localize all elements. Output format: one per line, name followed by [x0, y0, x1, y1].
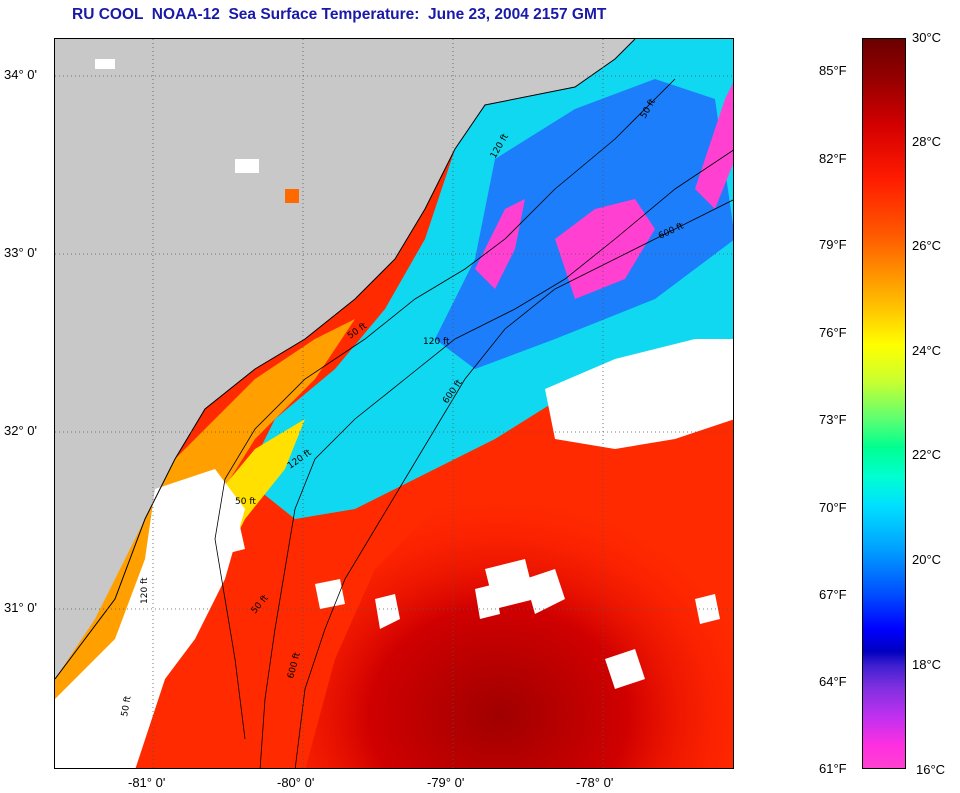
temperature-colorbar — [862, 38, 906, 769]
contour-label-5: 120 ft — [423, 337, 450, 347]
colorbar-f-label-70: 70°F — [819, 500, 847, 515]
colorbar-c-label-22: 22°C — [912, 447, 942, 462]
inland-spot-3 — [235, 159, 259, 173]
cloud-patch-3 — [605, 649, 645, 689]
graticule — [55, 39, 733, 768]
cloud-patch-5 — [315, 579, 345, 609]
colorbar-f-label-61: 61°F — [819, 761, 847, 776]
colorbar-c-label-26: 26°C — [912, 238, 942, 253]
lat-label-32: 32° 0' — [4, 423, 37, 438]
contour-label-11: 120 ft — [140, 577, 150, 604]
contour-label-12: 50 ft — [120, 695, 134, 718]
cold-patch-3 — [475, 199, 525, 289]
contour-600ft — [294, 199, 733, 768]
cloud-patch-4 — [475, 584, 500, 619]
sst-map: 50 ft 120 ft 600 ft 50 ft 120 ft 600 ft … — [54, 38, 734, 769]
colorbar-f-label-79: 79°F — [819, 237, 847, 252]
lat-label-33: 33° 0' — [4, 245, 37, 260]
cloud-area-offshore — [545, 339, 733, 449]
colorbar-c-label-24: 24°C — [912, 343, 942, 358]
contour-label-7: 50 ft — [235, 497, 256, 507]
colorbar-f-label-85: 85°F — [819, 63, 847, 78]
cold-patch-2 — [695, 83, 733, 209]
lon-label-81: -81° 0' — [128, 775, 166, 790]
lon-label-78: -78° 0' — [576, 775, 614, 790]
inland-spot-2 — [285, 189, 299, 203]
colorbar-c-label-20: 20°C — [912, 552, 942, 567]
coastline — [55, 39, 636, 680]
sst-map-canvas: 50 ft 120 ft 600 ft 50 ft 120 ft 600 ft … — [55, 39, 733, 768]
cold-patch-1 — [555, 199, 655, 299]
inland-spot-1 — [95, 59, 115, 69]
colorbar-f-label-73: 73°F — [819, 412, 847, 427]
contour-120ft — [259, 149, 733, 768]
colorbar-f-label-64: 64°F — [819, 674, 847, 689]
map-title: RU COOL NOAA-12 Sea Surface Temperature:… — [72, 6, 607, 23]
cloud-patch-1 — [485, 559, 535, 609]
lat-label-31: 31° 0' — [4, 600, 37, 615]
colorbar-f-label-82: 82°F — [819, 151, 847, 166]
cloud-patch-2 — [525, 569, 565, 614]
cloud-area-nearshore — [55, 469, 245, 768]
cloud-patch-7 — [375, 594, 400, 629]
lon-label-80: -80° 0' — [277, 775, 315, 790]
colorbar-f-label-67: 67°F — [819, 587, 847, 602]
cloud-patch-8 — [195, 504, 245, 559]
colorbar-f-label-76: 76°F — [819, 325, 847, 340]
colorbar-c-label-28: 28°C — [912, 134, 942, 149]
lat-label-34: 34° 0' — [4, 67, 37, 82]
colorbar-c-label-18: 18°C — [912, 657, 942, 672]
lon-label-79: -79° 0' — [427, 775, 465, 790]
colorbar-c-label-30: 30°C — [912, 30, 942, 45]
contour-50ft — [214, 78, 676, 740]
colorbar-c-label-16: 16°C — [916, 762, 946, 777]
